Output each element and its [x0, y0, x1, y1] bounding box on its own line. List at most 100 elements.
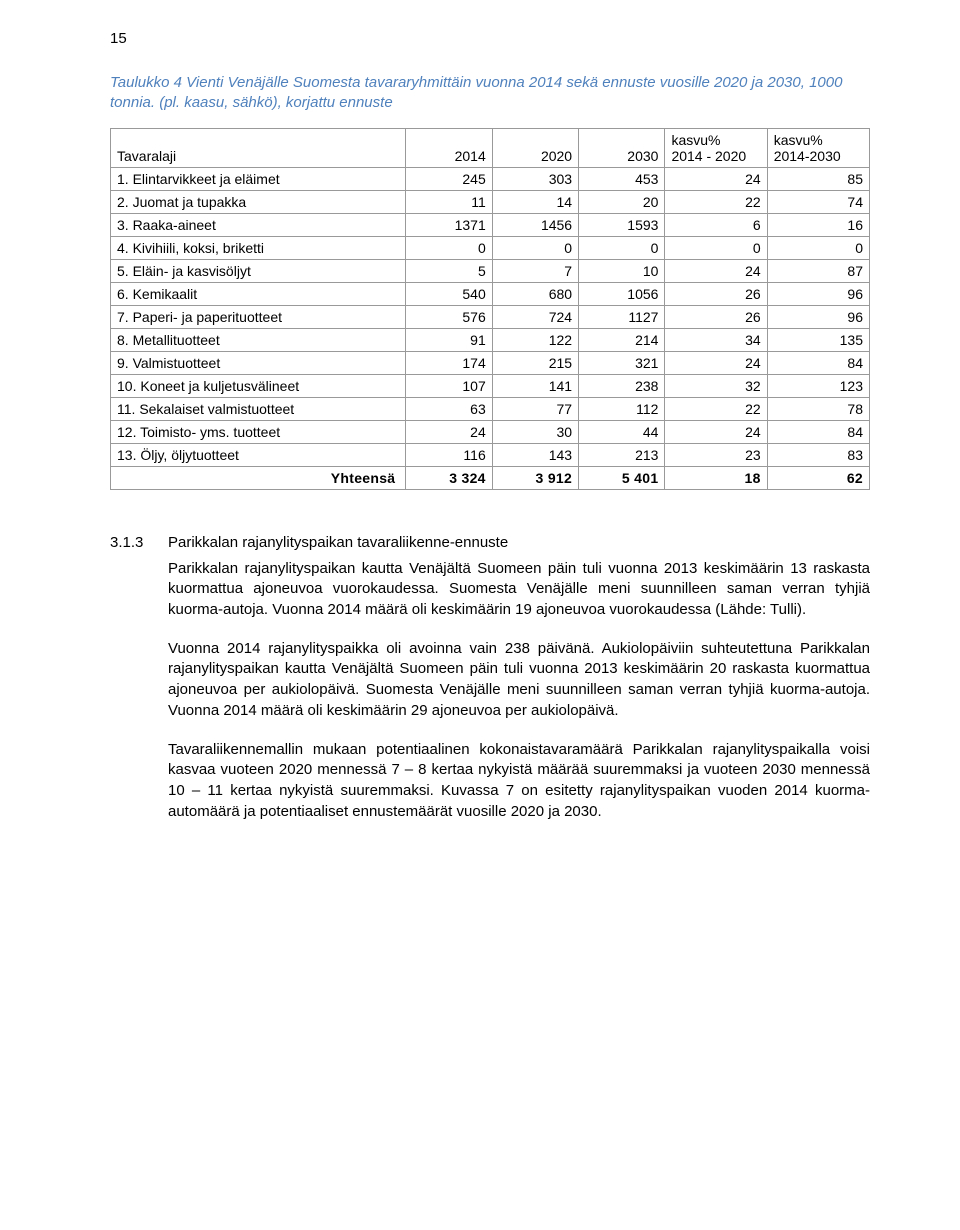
cell-value: 22 [665, 190, 767, 213]
table-body: 1. Elintarvikkeet ja eläimet 245 303 453… [111, 167, 870, 489]
cell-value: 213 [579, 443, 665, 466]
cell-value: 96 [767, 282, 869, 305]
cell-value: 238 [579, 374, 665, 397]
cell-value: 245 [406, 167, 492, 190]
cell-value: 10 [579, 259, 665, 282]
cell-value: 0 [767, 236, 869, 259]
cell-value: 87 [767, 259, 869, 282]
cell-value: 303 [492, 167, 578, 190]
cell-value: 1056 [579, 282, 665, 305]
paragraph: Vuonna 2014 rajanylityspaikka oli avoinn… [168, 639, 870, 722]
table-row: 2. Juomat ja tupakka 11 14 20 22 74 [111, 190, 870, 213]
cell-value: 96 [767, 305, 869, 328]
table-caption: Taulukko 4 Vienti Venäjälle Suomesta tav… [110, 73, 870, 114]
cell-value: 1593 [579, 213, 665, 236]
cell-value: 84 [767, 351, 869, 374]
cell-value: 112 [579, 397, 665, 420]
cell-label: 1. Elintarvikkeet ja eläimet [111, 167, 406, 190]
col-header-2020: 2020 [492, 128, 578, 167]
cell-label: 10. Koneet ja kuljetusvälineet [111, 374, 406, 397]
table-row: 4. Kivihiili, koksi, briketti 0 0 0 0 0 [111, 236, 870, 259]
section-title: Parikkalan rajanylityspaikan tavaraliike… [168, 534, 508, 551]
cell-label: 8. Metallituotteet [111, 328, 406, 351]
paragraph: Parikkalan rajanylityspaikan kautta Venä… [168, 559, 870, 621]
table-row: 6. Kemikaalit 540 680 1056 26 96 [111, 282, 870, 305]
cell-value: 116 [406, 443, 492, 466]
table-row: 1. Elintarvikkeet ja eläimet 245 303 453… [111, 167, 870, 190]
cell-value: 215 [492, 351, 578, 374]
cell-value: 14 [492, 190, 578, 213]
cell-label: 2. Juomat ja tupakka [111, 190, 406, 213]
cell-value: 24 [665, 420, 767, 443]
cell-value: 24 [665, 351, 767, 374]
table-row: 3. Raaka-aineet 1371 1456 1593 6 16 [111, 213, 870, 236]
cell-value: 23 [665, 443, 767, 466]
col-header-growth-2020-bot: 2014 - 2020 [671, 148, 760, 164]
cell-value: 123 [767, 374, 869, 397]
cell-value: 122 [492, 328, 578, 351]
cell-value: 321 [579, 351, 665, 374]
total-value: 3 912 [492, 466, 578, 489]
cell-value: 680 [492, 282, 578, 305]
cell-value: 453 [579, 167, 665, 190]
cell-value: 74 [767, 190, 869, 213]
col-header-2014: 2014 [406, 128, 492, 167]
cell-value: 143 [492, 443, 578, 466]
table-row: 9. Valmistuotteet 174 215 321 24 84 [111, 351, 870, 374]
col-header-growth-2030-top: kasvu% [774, 132, 863, 148]
cell-value: 77 [492, 397, 578, 420]
total-label: Yhteensä [111, 466, 406, 489]
cell-value: 135 [767, 328, 869, 351]
total-value: 5 401 [579, 466, 665, 489]
cell-value: 30 [492, 420, 578, 443]
total-value: 3 324 [406, 466, 492, 489]
data-table: Tavaralaji 2014 2020 2030 kasvu% 2014 - … [110, 128, 870, 490]
cell-value: 34 [665, 328, 767, 351]
cell-value: 0 [406, 236, 492, 259]
table-row: 10. Koneet ja kuljetusvälineet 107 141 2… [111, 374, 870, 397]
cell-value: 576 [406, 305, 492, 328]
cell-label: 7. Paperi- ja paperituotteet [111, 305, 406, 328]
table-row: 11. Sekalaiset valmistuotteet 63 77 112 … [111, 397, 870, 420]
section-heading: 3.1.3Parikkalan rajanylityspaikan tavara… [110, 534, 870, 551]
table-row: 5. Eläin- ja kasvisöljyt 5 7 10 24 87 [111, 259, 870, 282]
col-header-label: Tavaralaji [111, 128, 406, 167]
cell-label: 12. Toimisto- yms. tuotteet [111, 420, 406, 443]
cell-value: 7 [492, 259, 578, 282]
col-header-growth-2020-top: kasvu% [671, 132, 760, 148]
cell-value: 63 [406, 397, 492, 420]
cell-value: 174 [406, 351, 492, 374]
table-total-row: Yhteensä 3 324 3 912 5 401 18 62 [111, 466, 870, 489]
cell-value: 91 [406, 328, 492, 351]
cell-value: 44 [579, 420, 665, 443]
page-number: 15 [110, 30, 870, 47]
col-header-growth-2020: kasvu% 2014 - 2020 [665, 128, 767, 167]
cell-value: 11 [406, 190, 492, 213]
cell-label: 13. Öljy, öljytuotteet [111, 443, 406, 466]
cell-value: 0 [665, 236, 767, 259]
col-header-2030: 2030 [579, 128, 665, 167]
cell-value: 20 [579, 190, 665, 213]
col-header-growth-2030-bot: 2014-2030 [774, 148, 863, 164]
cell-value: 24 [406, 420, 492, 443]
table-row: 12. Toimisto- yms. tuotteet 24 30 44 24 … [111, 420, 870, 443]
cell-value: 32 [665, 374, 767, 397]
paragraph: Tavaraliikennemallin mukaan potentiaalin… [168, 740, 870, 823]
cell-value: 85 [767, 167, 869, 190]
table-header-row: Tavaralaji 2014 2020 2030 kasvu% 2014 - … [111, 128, 870, 167]
document-page: 15 Taulukko 4 Vienti Venäjälle Suomesta … [0, 0, 960, 1230]
cell-value: 1371 [406, 213, 492, 236]
cell-value: 24 [665, 167, 767, 190]
section-number: 3.1.3 [110, 534, 168, 551]
table-row: 8. Metallituotteet 91 122 214 34 135 [111, 328, 870, 351]
cell-value: 78 [767, 397, 869, 420]
cell-value: 84 [767, 420, 869, 443]
cell-value: 724 [492, 305, 578, 328]
cell-value: 540 [406, 282, 492, 305]
cell-label: 3. Raaka-aineet [111, 213, 406, 236]
cell-value: 83 [767, 443, 869, 466]
col-header-growth-2030: kasvu% 2014-2030 [767, 128, 869, 167]
cell-value: 1127 [579, 305, 665, 328]
cell-value: 0 [579, 236, 665, 259]
cell-value: 26 [665, 282, 767, 305]
